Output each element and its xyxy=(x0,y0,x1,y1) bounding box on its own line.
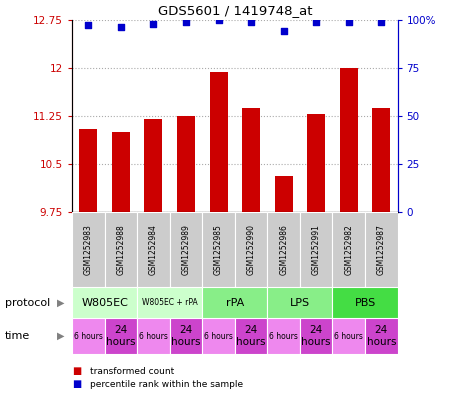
Bar xyxy=(267,212,300,287)
Text: GSM1252990: GSM1252990 xyxy=(246,224,256,275)
Bar xyxy=(137,318,170,354)
Point xyxy=(247,18,255,25)
Point xyxy=(117,24,125,31)
Point xyxy=(150,20,157,27)
Text: ■: ■ xyxy=(72,379,81,389)
Text: 24
hours: 24 hours xyxy=(366,325,396,347)
Text: GSM1252985: GSM1252985 xyxy=(214,224,223,275)
Point xyxy=(345,18,352,25)
Bar xyxy=(137,212,170,287)
Bar xyxy=(202,212,235,287)
Bar xyxy=(105,318,137,354)
Text: PBS: PBS xyxy=(354,298,376,308)
Text: LPS: LPS xyxy=(290,298,310,308)
Bar xyxy=(137,287,202,318)
Bar xyxy=(112,132,130,212)
Bar xyxy=(105,212,137,287)
Bar xyxy=(340,68,358,212)
Bar xyxy=(170,318,202,354)
Bar xyxy=(235,318,267,354)
Bar xyxy=(72,287,137,318)
Text: 24
hours: 24 hours xyxy=(301,325,331,347)
Bar xyxy=(365,212,398,287)
Bar xyxy=(80,129,97,212)
Bar xyxy=(275,176,292,212)
Text: ▶: ▶ xyxy=(57,331,64,341)
Text: 6 hours: 6 hours xyxy=(74,332,103,340)
Bar xyxy=(365,318,398,354)
Text: 24
hours: 24 hours xyxy=(171,325,201,347)
Bar xyxy=(267,287,332,318)
Point xyxy=(312,18,320,25)
Point xyxy=(378,18,385,25)
Point xyxy=(280,28,287,34)
Text: 24
hours: 24 hours xyxy=(106,325,136,347)
Bar xyxy=(72,318,105,354)
Bar xyxy=(202,318,235,354)
Text: ■: ■ xyxy=(72,366,81,376)
Bar xyxy=(235,212,267,287)
Text: GSM1252984: GSM1252984 xyxy=(149,224,158,275)
Title: GDS5601 / 1419748_at: GDS5601 / 1419748_at xyxy=(158,4,312,17)
Bar xyxy=(332,287,398,318)
Text: W805EC + rPA: W805EC + rPA xyxy=(142,298,198,307)
Bar xyxy=(300,212,332,287)
Bar xyxy=(72,212,105,287)
Point xyxy=(85,22,92,29)
Text: GSM1252982: GSM1252982 xyxy=(344,224,353,275)
Bar xyxy=(267,318,300,354)
Text: protocol: protocol xyxy=(5,298,50,308)
Text: transformed count: transformed count xyxy=(90,367,174,376)
Bar xyxy=(332,318,365,354)
Bar xyxy=(372,108,390,212)
Point xyxy=(182,18,190,25)
Text: GSM1252988: GSM1252988 xyxy=(116,224,126,275)
Text: GSM1252989: GSM1252989 xyxy=(181,224,191,275)
Text: percentile rank within the sample: percentile rank within the sample xyxy=(90,380,243,389)
Text: GSM1252991: GSM1252991 xyxy=(312,224,321,275)
Text: GSM1252987: GSM1252987 xyxy=(377,224,386,275)
Bar xyxy=(242,108,260,212)
Text: GSM1252986: GSM1252986 xyxy=(279,224,288,275)
Bar xyxy=(177,116,195,212)
Bar xyxy=(300,318,332,354)
Text: W805EC: W805EC xyxy=(81,298,128,308)
Text: 6 hours: 6 hours xyxy=(334,332,363,340)
Bar xyxy=(145,119,162,212)
Text: GSM1252983: GSM1252983 xyxy=(84,224,93,275)
Bar xyxy=(332,212,365,287)
Text: ▶: ▶ xyxy=(57,298,64,308)
Point xyxy=(215,17,222,23)
Text: 6 hours: 6 hours xyxy=(204,332,233,340)
Text: 6 hours: 6 hours xyxy=(269,332,298,340)
Bar xyxy=(307,114,325,212)
Text: rPA: rPA xyxy=(226,298,244,308)
Bar xyxy=(202,287,267,318)
Text: 6 hours: 6 hours xyxy=(139,332,168,340)
Text: time: time xyxy=(5,331,30,341)
Text: 24
hours: 24 hours xyxy=(236,325,266,347)
Bar xyxy=(170,212,202,287)
Bar xyxy=(210,72,227,212)
